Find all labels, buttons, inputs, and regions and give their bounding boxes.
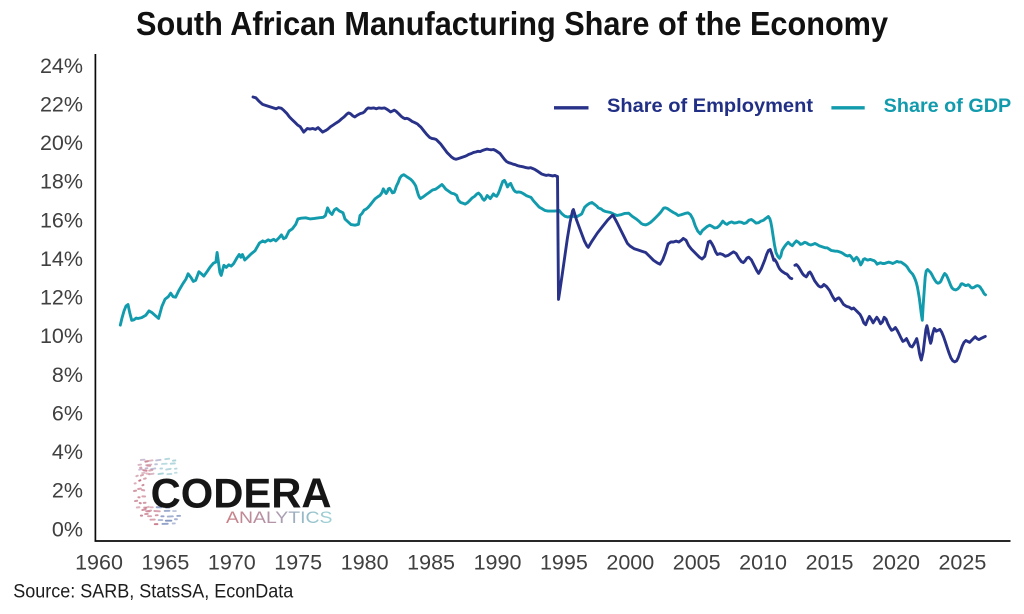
svg-text:8%: 8% [52, 363, 83, 387]
svg-text:14%: 14% [40, 247, 83, 271]
svg-text:4%: 4% [52, 440, 83, 464]
svg-text:2%: 2% [52, 479, 83, 503]
svg-text:1990: 1990 [474, 550, 522, 574]
svg-text:20%: 20% [40, 131, 83, 155]
svg-text:ANALYTICS: ANALYTICS [226, 509, 333, 527]
svg-text:0%: 0% [52, 517, 83, 541]
svg-text:Source: SARB, StatsSA, EconDat: Source: SARB, StatsSA, EconData [13, 580, 293, 602]
svg-text:6%: 6% [52, 401, 83, 425]
svg-text:CODERA: CODERA [151, 469, 332, 516]
svg-text:1960: 1960 [75, 550, 123, 574]
svg-text:1980: 1980 [341, 550, 389, 574]
svg-text:2020: 2020 [872, 550, 920, 574]
svg-text:South African Manufacturing Sh: South African Manufacturing Share of the… [136, 6, 888, 43]
svg-text:10%: 10% [40, 324, 83, 348]
svg-text:1970: 1970 [208, 550, 256, 574]
svg-text:2010: 2010 [739, 550, 787, 574]
svg-text:Share of Employment: Share of Employment [607, 95, 814, 117]
svg-text:24%: 24% [40, 54, 83, 78]
svg-text:2000: 2000 [606, 550, 654, 574]
svg-text:16%: 16% [40, 208, 83, 232]
svg-text:1975: 1975 [274, 550, 322, 574]
svg-text:2025: 2025 [938, 550, 986, 574]
svg-text:2015: 2015 [806, 550, 854, 574]
svg-text:12%: 12% [40, 286, 83, 310]
svg-text:18%: 18% [40, 170, 83, 194]
svg-text:Share of GDP: Share of GDP [884, 95, 1012, 117]
svg-text:1985: 1985 [407, 550, 455, 574]
svg-text:2005: 2005 [673, 550, 721, 574]
svg-text:1965: 1965 [141, 550, 189, 574]
svg-text:22%: 22% [40, 92, 83, 116]
svg-text:1995: 1995 [540, 550, 588, 574]
